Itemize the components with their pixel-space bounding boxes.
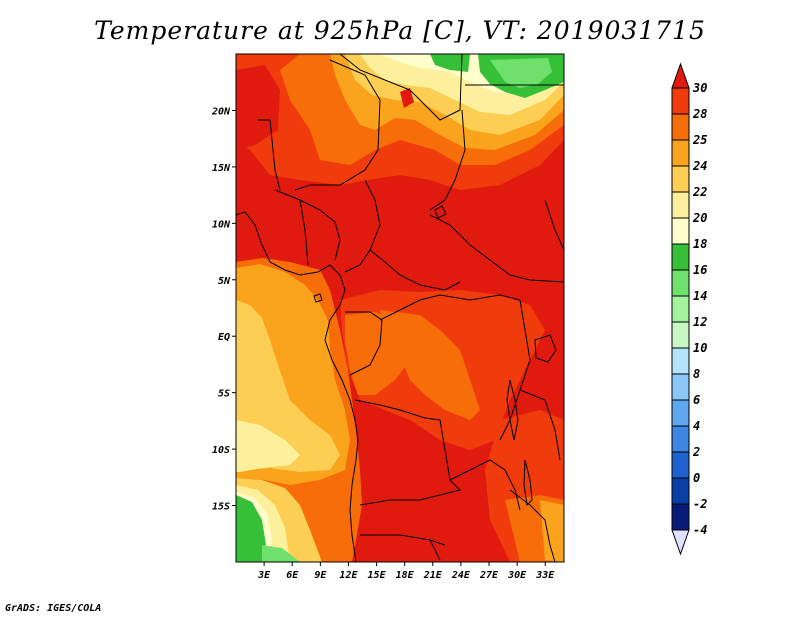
colorbar-label: 12 [693, 315, 707, 329]
colorbar-box [671, 399, 690, 427]
colorbar-box [671, 217, 690, 245]
colorbar-box [671, 321, 690, 349]
field-ocean-20 [236, 420, 300, 472]
colorbar-box [671, 87, 690, 115]
lat-tick-label: 5N [218, 276, 231, 287]
border-congo-drc [379, 294, 521, 321]
colorbar-label: 8 [693, 367, 700, 381]
coastlines-and-borders [236, 54, 564, 562]
border-car [429, 214, 564, 283]
border-cameroon [369, 249, 461, 291]
map-title: Temperature at 925hPa [C], VT: 201903171… [94, 16, 706, 45]
lake-tanganyika [506, 379, 519, 441]
field-north-16 [430, 54, 470, 72]
lat-tick-label: 15N [212, 163, 231, 174]
field-hot-spot-west [236, 65, 280, 150]
temperature-field [236, 54, 564, 562]
colorbar-label: 18 [693, 237, 707, 251]
border-mali-niger [294, 59, 381, 191]
colorbar-box [671, 295, 690, 323]
colorbar-box [671, 373, 690, 401]
colorbar-label: 10 [693, 341, 707, 355]
colorbar-top-arrow [671, 62, 690, 89]
border-drc-east [499, 299, 531, 441]
bioko-island [313, 293, 323, 303]
border-gabon-congo [345, 311, 383, 376]
lat-tick-label: EQ [218, 332, 230, 343]
colorbar-box [671, 451, 690, 479]
field-hot-spot-north [400, 88, 414, 108]
lon-tick-label: 9E [314, 570, 327, 581]
border-namibia [360, 534, 446, 546]
colorbar-box [671, 139, 690, 167]
colorbar-label: 24 [692, 159, 707, 173]
colorbar-label: -2 [693, 497, 707, 511]
colorbar-bottom-arrow [671, 529, 690, 556]
field-south-west-14 [262, 545, 300, 562]
border-niger-chad [429, 109, 466, 211]
lake-malawi [523, 459, 533, 507]
border-ethiopia [544, 199, 564, 251]
grads-credit: GrADS: IGES/COLA [5, 603, 102, 614]
border-zambia [449, 459, 521, 511]
border-botswana [429, 539, 441, 561]
colorbar-box [671, 503, 690, 531]
lon-tick-label: 18E [396, 570, 415, 581]
colorbar-label: 28 [692, 107, 707, 121]
lon-tick-label: 27E [479, 570, 499, 581]
lon-tick-label: 33E [535, 570, 555, 581]
colorbar-label: 2 [692, 445, 700, 459]
border-algeria-libya [339, 54, 463, 121]
colorbar-label: 6 [693, 393, 700, 407]
lake-victoria [534, 334, 557, 363]
lon-tick-label: 6E [286, 570, 299, 581]
field-southeast-22 [540, 500, 564, 562]
lon-tick-label: 3E [257, 570, 271, 581]
field-north-light-green [490, 58, 552, 88]
border-mozambique [509, 489, 556, 562]
lon-tick-label: 21E [423, 570, 443, 581]
colorbar-label: -4 [693, 523, 707, 537]
lon-tick-label: 15E [368, 570, 387, 581]
colorbar-label: 30 [692, 81, 707, 95]
field-central-22 [380, 310, 480, 420]
latitude-axis: 20N 15N 10N 5N EQ 5S 10S 15S [211, 106, 236, 513]
west-africa-coastline [236, 211, 359, 562]
colorbar-label: 20 [692, 211, 707, 225]
border-ghana [299, 199, 309, 266]
colorbar-label: 0 [693, 471, 700, 485]
field-south-west-16 [236, 495, 266, 562]
lon-tick-label: 24E [451, 570, 471, 581]
border-angola [354, 399, 461, 506]
colorbar-box [671, 243, 690, 271]
colorbar-label: 22 [692, 185, 707, 199]
colorbar-label: 16 [693, 263, 707, 277]
colorbar-box [671, 113, 690, 141]
lon-tick-label: 30E [507, 570, 527, 581]
border-burkina [274, 189, 341, 261]
lon-tick-label: 12E [339, 570, 358, 581]
lake-chad [434, 205, 447, 219]
colorbar-label: 25 [692, 133, 707, 147]
colorbar-label: 14 [693, 289, 707, 303]
longitude-axis: 3E 6E 9E 12E 15E 18E 21E 24E 27E 30E 33E [257, 562, 555, 581]
lat-tick-label: 15S [212, 502, 230, 513]
lat-tick-label: 20N [211, 106, 231, 117]
lat-tick-label: 10N [212, 219, 231, 230]
colorbar-box [671, 191, 690, 219]
colorbar-box [671, 425, 690, 453]
border-tanzania [519, 389, 561, 461]
lat-tick-label: 10S [212, 445, 230, 456]
colorbar-box [671, 347, 690, 375]
lat-tick-label: 5S [218, 389, 230, 400]
map-frame [235, 53, 565, 563]
colorbar-box [671, 165, 690, 193]
colorbar-box [671, 477, 690, 505]
border-nigeria [344, 179, 381, 273]
colorbar-box [671, 269, 690, 297]
colorbar-label: 4 [693, 419, 700, 433]
border-mauritania-mali [258, 119, 281, 191]
